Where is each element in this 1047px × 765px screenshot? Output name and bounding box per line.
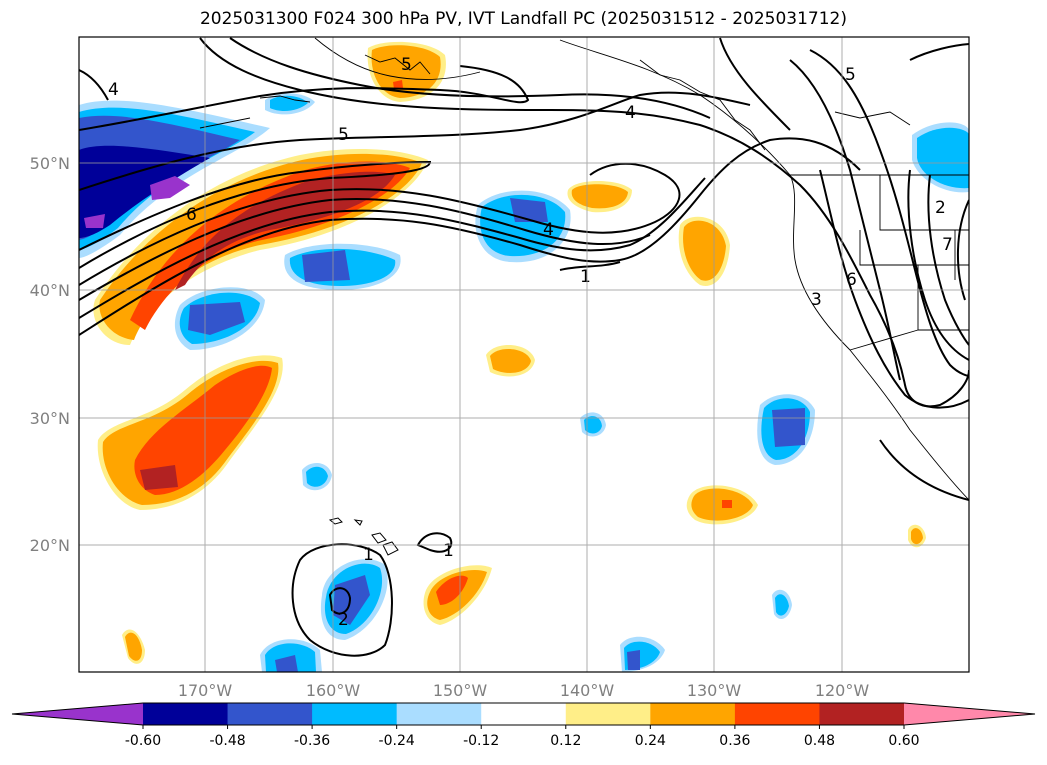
colorbar-tick-label: 0.24 [635,733,666,749]
contour-label: 5 [401,55,412,75]
colorbar-segment [650,703,736,725]
colorbar-segment [565,703,651,725]
contour-labels: 4 5 5 4 6 4 1 1 1 2 6 3 7 2 5 [108,55,953,630]
contour-label: 6 [846,270,857,290]
colorbar: -0.60 -0.48 -0.36 -0.24 -0.12 0.12 0.24 0.36 0.4… [11,702,1036,749]
colorbar-extend-min [12,703,143,725]
hawaii-islands [328,517,399,556]
lat-label: 40°N [30,281,70,300]
lon-label: 160°W [306,681,361,700]
colorbar-tick-label: 0.60 [888,733,919,749]
contour-label: 2 [338,610,349,630]
colorbar-segment [312,703,398,725]
lon-label: 140°W [560,681,615,700]
ivt-contours [79,37,969,657]
colorbar-tick-label: -0.48 [209,733,245,749]
contour-label: 2 [935,198,946,218]
lon-label: 120°W [815,681,870,700]
map-title: 2025031300 F024 300 hPa PV, IVT Landfall… [199,9,847,29]
colorbar-tick-label: 0.36 [719,733,750,749]
contour-label: 1 [363,545,374,565]
colorbar-tick-label: 0.48 [804,733,835,749]
negative-pv-shading [79,93,969,672]
lat-label: 20°N [30,536,70,555]
positive-pv-shading [93,41,926,664]
map-panel: 4 5 5 4 6 4 1 1 1 2 6 3 7 2 5 [79,37,969,672]
latitude-labels: 50°N 40°N 30°N 20°N [30,154,70,555]
contour-label: 5 [845,65,856,85]
contour-label: 3 [811,290,822,310]
gridlines [79,37,969,672]
lat-label: 50°N [30,154,70,173]
contour-label: 7 [942,235,953,255]
longitude-labels: 170°W 160°W 150°W 140°W 130°W 120°W [178,681,870,700]
colorbar-segment [819,703,905,725]
colorbar-segment [481,703,567,725]
map-frame [78,36,970,673]
colorbar-extend-max [904,703,1035,725]
contour-label: 4 [543,220,554,240]
colorbar-tick-label: -0.36 [294,733,330,749]
contour-label: 1 [580,267,591,287]
colorbar-segment [143,703,229,725]
lon-label: 150°W [433,681,488,700]
contour-label: 4 [108,80,119,100]
colorbar-segment [734,703,820,725]
colorbar-segment [396,703,482,725]
contour-label: 4 [625,103,636,123]
colorbar-tick-label: -0.60 [125,733,161,749]
colorbar-segment [227,703,313,725]
colorbar-tick-label: -0.12 [463,733,499,749]
contour-label: 1 [443,541,454,561]
lat-label: 30°N [30,409,70,428]
lon-label: 170°W [178,681,233,700]
colorbar-tick-label: -0.24 [379,733,415,749]
lon-label: 130°W [687,681,742,700]
contour-label: 5 [338,125,349,145]
colorbar-tick-label: 0.12 [550,733,581,749]
contour-label: 6 [186,205,197,225]
coastlines [199,37,969,501]
